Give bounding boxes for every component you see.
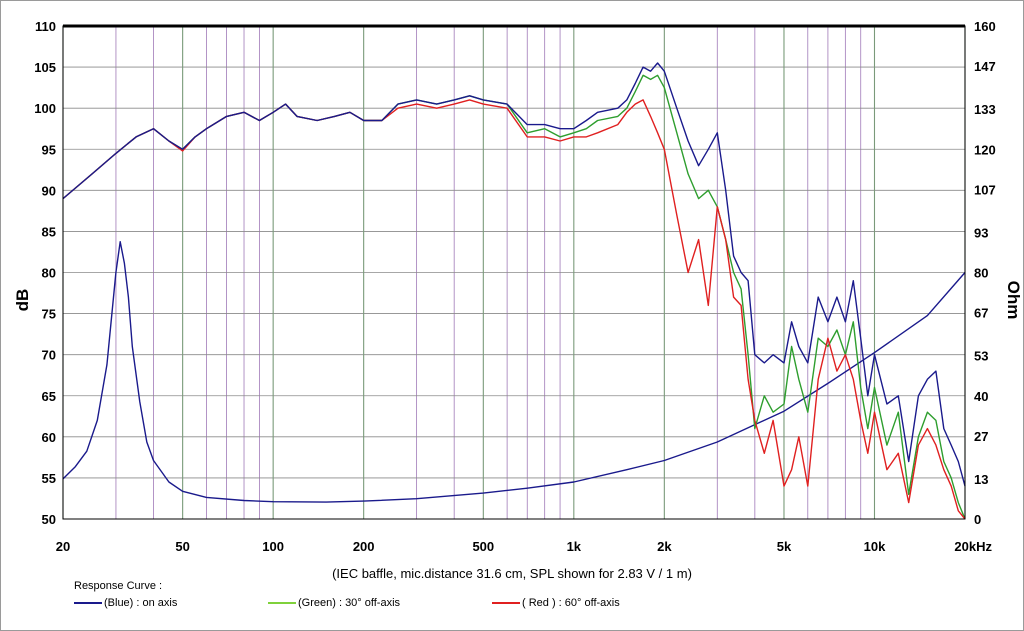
x-tick-labels: 20 50 100 200 500 1k 2k 5k 10k 20kHz <box>56 539 993 554</box>
y2-tick-label: 120 <box>974 142 996 157</box>
series-layer <box>62 62 966 520</box>
series-line-on-axis <box>62 62 966 487</box>
y2-tick-label: 67 <box>974 306 988 321</box>
y2-tick-label: 0 <box>974 512 981 527</box>
y-tick-label: 60 <box>42 430 56 445</box>
y-tick-label: 105 <box>34 60 56 75</box>
legend-item-blue: (Blue) : on axis <box>74 597 177 609</box>
y2-tick-label: 107 <box>974 182 996 197</box>
x-tick-label: 50 <box>175 539 189 554</box>
x-tick-label: 200 <box>353 539 375 554</box>
y2-tick-label: 27 <box>974 429 988 444</box>
y2-tick-label: 53 <box>974 349 988 364</box>
y-tick-labels: 50 55 60 65 70 75 80 85 90 95 100 105 110 <box>34 19 56 527</box>
y2-tick-label: 40 <box>974 389 988 404</box>
x-tick-label: 10k <box>864 539 886 554</box>
y2-tick-label: 93 <box>974 225 988 240</box>
y2-tick-label: 133 <box>974 102 996 117</box>
x-tick-label: 2k <box>657 539 672 554</box>
series-line-impedance <box>62 240 966 503</box>
legend-swatch-red <box>492 602 520 604</box>
y-tick-label: 110 <box>35 19 56 34</box>
chart-caption: (IEC baffle, mic.distance 31.6 cm, SPL s… <box>332 566 692 581</box>
y-tick-label: 85 <box>42 224 56 239</box>
x-tick-label: 500 <box>472 539 494 554</box>
legend-swatch-blue <box>74 602 102 604</box>
y-tick-label: 100 <box>34 101 56 116</box>
y2-tick-label: 147 <box>974 59 996 74</box>
y-tick-label: 55 <box>42 471 56 486</box>
x-tick-label: 5k <box>777 539 792 554</box>
x-tick-label: 20 <box>56 539 70 554</box>
y2-tick-label: 13 <box>974 472 988 487</box>
x-tick-label: 1k <box>567 539 582 554</box>
legend-label-blue: (Blue) : on axis <box>104 597 178 609</box>
legend-label-red: ( Red ) : 60° off-axis <box>522 597 620 609</box>
y2-tick-labels: 0 13 27 40 53 67 80 93 107 120 133 147 160 <box>974 19 996 527</box>
x-tick-label: 20kHz <box>954 539 992 554</box>
y-tick-label: 90 <box>42 183 56 198</box>
y-tick-label: 80 <box>42 266 56 281</box>
y-tick-label: 50 <box>42 512 56 527</box>
y-tick-label: 75 <box>42 307 56 322</box>
y-axis-label: dB <box>13 289 32 312</box>
legend-title: Response Curve : <box>74 580 163 592</box>
y2-axis-label: Ohm <box>1004 281 1023 320</box>
legend-label-green: (Green) : 30° off-axis <box>298 597 401 609</box>
y2-tick-label: 80 <box>974 266 988 281</box>
legend-item-red: ( Red ) : 60° off-axis <box>492 597 620 609</box>
y2-tick-label: 160 <box>974 19 996 34</box>
y-tick-label: 65 <box>42 389 56 404</box>
legend-swatch-green <box>268 602 296 604</box>
y-tick-label: 70 <box>42 348 56 363</box>
x-tick-label: 100 <box>262 539 284 554</box>
legend-item-green: (Green) : 30° off-axis <box>268 597 400 609</box>
y-tick-label: 95 <box>42 142 56 157</box>
